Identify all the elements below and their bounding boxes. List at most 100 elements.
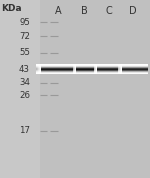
Bar xyxy=(40,69,41,70)
Bar xyxy=(97,67,120,68)
Text: 55: 55 xyxy=(19,48,30,57)
Bar xyxy=(97,71,120,72)
Bar xyxy=(36,65,37,66)
Bar xyxy=(95,69,96,70)
Bar xyxy=(76,71,95,72)
Bar xyxy=(96,67,97,68)
Bar xyxy=(95,65,96,66)
Bar xyxy=(97,69,120,70)
Bar xyxy=(118,65,119,66)
Bar xyxy=(39,64,40,65)
Bar xyxy=(37,64,38,65)
Bar xyxy=(119,65,120,66)
Bar xyxy=(118,68,119,69)
Bar xyxy=(96,66,97,67)
Bar xyxy=(40,65,74,66)
Bar xyxy=(75,73,76,74)
Bar xyxy=(40,70,41,71)
Bar xyxy=(120,67,121,68)
Text: A: A xyxy=(54,6,61,16)
Bar xyxy=(73,69,74,70)
Bar xyxy=(119,66,120,67)
Bar xyxy=(122,65,148,66)
Bar xyxy=(38,73,39,74)
Bar xyxy=(119,71,120,72)
Bar xyxy=(75,71,76,72)
Bar xyxy=(94,64,95,65)
Bar xyxy=(95,65,96,66)
Bar xyxy=(40,73,41,74)
Bar xyxy=(120,71,121,72)
Bar xyxy=(95,70,96,71)
Bar xyxy=(120,64,121,65)
Bar xyxy=(74,65,75,66)
Bar xyxy=(97,66,120,67)
Text: D: D xyxy=(129,6,136,16)
Bar xyxy=(40,64,74,65)
Bar xyxy=(37,73,38,74)
Bar xyxy=(121,67,122,68)
Bar xyxy=(40,67,74,68)
Bar xyxy=(76,65,95,66)
Bar xyxy=(118,71,119,72)
Bar xyxy=(97,71,120,72)
Bar xyxy=(37,67,38,68)
Bar xyxy=(97,64,120,65)
Bar xyxy=(74,65,75,66)
Bar xyxy=(37,71,38,72)
Bar xyxy=(75,65,76,66)
Bar xyxy=(122,64,148,65)
Bar xyxy=(94,67,95,68)
Bar xyxy=(73,64,74,65)
Bar xyxy=(40,66,74,67)
Bar xyxy=(122,68,148,69)
Bar xyxy=(94,72,95,73)
Bar xyxy=(40,64,41,65)
Bar xyxy=(39,68,40,69)
Bar xyxy=(94,65,95,66)
Bar xyxy=(75,70,76,71)
Bar xyxy=(36,72,37,73)
Bar xyxy=(73,68,74,69)
Text: 72: 72 xyxy=(19,32,30,41)
Bar xyxy=(39,65,40,66)
Bar xyxy=(39,66,40,67)
Bar xyxy=(74,69,75,70)
Bar xyxy=(97,64,120,65)
Bar xyxy=(40,71,74,72)
Bar xyxy=(118,65,119,66)
Bar xyxy=(122,72,148,73)
Bar xyxy=(76,65,95,66)
Bar xyxy=(119,68,120,69)
Bar xyxy=(37,69,38,70)
Bar xyxy=(121,70,122,71)
Bar xyxy=(121,66,122,67)
Bar xyxy=(40,0,150,178)
Bar xyxy=(40,68,41,69)
Bar xyxy=(97,73,120,74)
Bar xyxy=(121,65,122,66)
Bar xyxy=(38,70,39,71)
Bar xyxy=(73,73,74,74)
Bar xyxy=(121,73,122,74)
Bar xyxy=(37,65,38,66)
Bar xyxy=(118,66,119,67)
Bar xyxy=(38,65,39,66)
Bar xyxy=(120,68,121,69)
Bar xyxy=(118,64,119,65)
Bar xyxy=(119,67,120,68)
Bar xyxy=(74,73,75,74)
Text: B: B xyxy=(81,6,87,16)
Bar xyxy=(40,73,74,74)
Bar xyxy=(73,70,74,71)
Bar xyxy=(38,72,39,73)
Bar xyxy=(122,70,148,71)
Bar xyxy=(118,67,119,68)
Bar xyxy=(40,68,74,69)
Bar xyxy=(76,69,95,70)
Bar xyxy=(40,69,74,70)
Bar xyxy=(36,65,37,66)
Bar xyxy=(75,66,76,67)
Bar xyxy=(36,71,37,72)
Bar xyxy=(95,72,96,73)
